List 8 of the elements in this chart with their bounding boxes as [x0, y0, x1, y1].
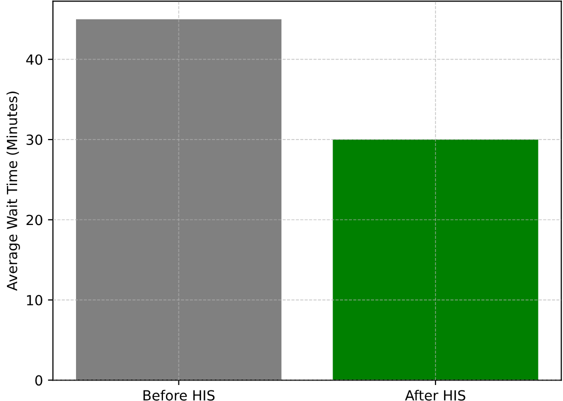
y-tick-label: 10 — [27, 294, 42, 306]
x-tick-label: After HIS — [405, 390, 466, 401]
x-tick-label: Before HIS — [144, 390, 215, 401]
y-tick-label: 20 — [26, 214, 42, 226]
y-tick-label: 30 — [26, 134, 42, 146]
y-tick-label: 0 — [35, 375, 42, 386]
y-tick-label: 40 — [26, 54, 42, 65]
y-axis-title: Average Wait Time (Minutes) — [6, 92, 20, 291]
